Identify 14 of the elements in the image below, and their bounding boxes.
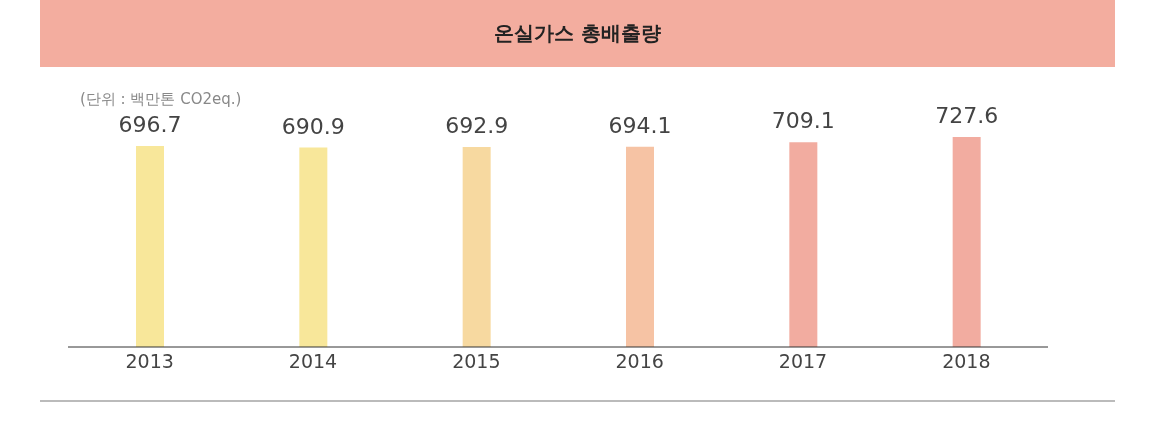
data-label: 709.1 (771, 108, 835, 134)
x-tick-label: 2015 (452, 350, 501, 373)
data-label: 727.6 (935, 103, 999, 128)
x-tick-label: 2017 (778, 350, 828, 373)
x-tick-label: 2013 (125, 350, 174, 373)
x-tick-label: 2018 (942, 350, 991, 373)
data-label: 692.9 (445, 113, 509, 139)
chart-title: 온실가스 총배출량 (40, 0, 1115, 67)
data-label: 696.7 (118, 111, 182, 137)
data-label: 690.9 (281, 113, 345, 139)
chart-subtitle: (단위 : 백만톤 CO2eq.) (80, 90, 242, 109)
x-tick-label: 2014 (288, 350, 338, 373)
data-label: 694.1 (608, 112, 672, 138)
x-tick-label: 2016 (615, 350, 664, 373)
